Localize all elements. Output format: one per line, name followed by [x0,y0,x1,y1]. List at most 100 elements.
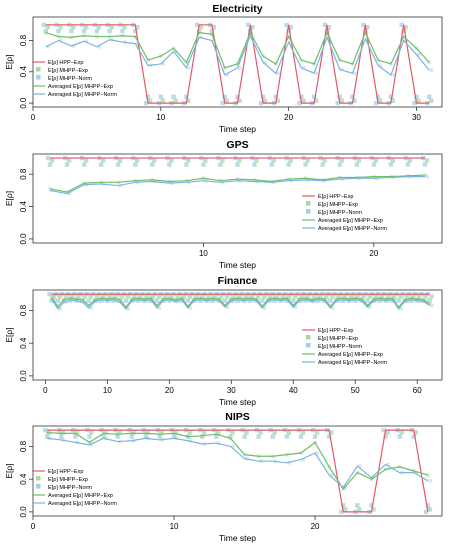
data-point-mhpp-norm [388,162,394,167]
x-tick-label: 0 [31,113,36,122]
data-point-mhpp-norm [315,451,320,455]
data-point-mhpp-norm [126,307,131,311]
data-point-mhpp-norm [242,434,247,439]
data-point-mhpp-exp [71,24,76,30]
legend: E[ρ] HPP−Exp E[ρ] MHPP−Exp E[ρ] MHPP−Norm A… [32,469,117,507]
data-point-mhpp-exp [82,294,87,299]
x-tick-label: 30 [227,386,236,395]
data-point-mhpp-norm [151,298,155,302]
data-point-mhpp-exp [175,294,180,299]
data-point-mhpp-exp [135,24,140,30]
y-axis-label: E[ρ] [4,463,14,478]
data-point-mhpp-norm [368,305,372,309]
data-point-mhpp-exp [371,507,376,512]
x-tick-label: 10 [199,249,208,258]
legend-key [36,476,41,481]
data-point-mhpp-norm [154,298,160,303]
data-point-mhpp-exp [258,430,263,435]
data-point-mhpp-exp [100,158,106,163]
data-point-mhpp-norm [89,443,94,447]
data-point-mhpp-norm [194,22,200,28]
data-point-mhpp-exp [357,507,362,512]
data-point-mhpp-norm [429,68,434,73]
data-point-mhpp-norm [425,503,431,508]
data-point-mhpp-norm [381,427,386,433]
legend-key [36,67,41,72]
data-point-mhpp-norm [369,503,374,508]
data-point-mhpp-exp [187,430,193,435]
chart-title: Electricity [212,3,262,15]
data-point-mhpp-norm [136,298,141,303]
data-point-mhpp-norm [301,66,306,70]
data-point-mhpp-exp [399,430,404,435]
data-point-mhpp-exp [224,294,230,299]
data-point-mhpp-exp [293,294,298,299]
data-point-mhpp-exp [286,294,292,299]
data-point-mhpp-norm [220,100,225,106]
data-point-mhpp-norm [262,306,267,310]
data-point-mhpp-norm [326,434,332,439]
data-point-mhpp-exp [272,430,277,435]
legend-label: E[ρ] HPP−Exp [48,469,83,475]
legend-label: Averaged E[ρ] MHPP−Exp [318,218,383,224]
x-tick-label: 20 [284,113,293,122]
panel-gps: GPS 10 20 0.0 0.4 0.8 Time step E[ρ] E[ρ] HPP−Ex… [4,139,443,270]
data-point-mhpp-norm [133,28,138,34]
data-point-mhpp-exp [427,507,433,512]
line-avg-mhpp-exp [47,431,429,491]
data-point-mhpp-exp [356,158,361,163]
x-axis-label: Time step [219,124,256,134]
y-axis-label: E[ρ] [4,327,14,342]
data-point-mhpp-norm [322,22,328,28]
data-point-mhpp-exp [88,294,93,299]
legend-key [306,201,311,206]
x-axis-label: Time step [219,397,256,407]
x-axis-label: Time step [219,533,256,543]
data-point-mhpp-norm [135,41,140,46]
data-point-mhpp-norm [297,100,302,106]
data-point-mhpp-norm [143,100,149,106]
data-point-mhpp-norm [312,434,318,439]
data-point-mhpp-norm [225,305,230,309]
legend-label: E[ρ] MHPP−Norm [318,344,362,350]
data-point-mhpp-norm [303,162,308,167]
data-point-mhpp-norm [428,479,432,483]
data-point-mhpp-norm [248,28,253,34]
data-point-mhpp-exp [348,294,354,299]
data-point-mhpp-norm [335,100,340,106]
legend: E[ρ] HPP−Exp E[ρ] MHPP−Exp E[ρ] MHPP−Norm A… [302,328,387,366]
data-point-mhpp-exp [413,430,418,435]
legend-label: E[ρ] MHPP−Exp [48,68,88,74]
data-point-mhpp-norm [286,28,291,34]
data-point-mhpp-norm [235,94,240,100]
data-point-mhpp-exp [237,98,242,103]
data-point-mhpp-norm [314,71,319,76]
data-point-mhpp-norm [371,162,377,167]
data-point-mhpp-exp [216,430,221,435]
data-point-mhpp-norm [284,22,289,28]
data-point-mhpp-exp [169,294,174,299]
data-point-mhpp-exp [429,98,434,103]
data-point-mhpp-exp [131,430,136,435]
data-point-mhpp-norm [340,67,344,72]
data-point-mhpp-norm [399,307,403,311]
data-point-mhpp-exp [244,430,249,435]
data-point-mhpp-exp [314,430,320,435]
data-point-mhpp-exp [138,294,143,299]
data-point-mhpp-norm [353,298,358,303]
data-point-mhpp-norm [133,162,138,167]
x-tick-label: 0 [43,386,48,395]
x-tick-label: 40 [289,386,298,395]
data-point-mhpp-norm [94,28,100,34]
data-point-mhpp-exp [361,294,366,299]
data-point-mhpp-exp [324,294,329,299]
data-point-mhpp-exp [131,294,137,299]
data-point-mhpp-norm [363,28,368,34]
data-point-mhpp-norm [412,100,417,106]
data-point-mhpp-norm [43,28,48,34]
data-point-mhpp-norm [143,434,149,439]
y-tick-label: 0.8 [19,168,28,180]
data-point-mhpp-exp [305,158,310,163]
y-tick-label: 0.8 [19,440,28,452]
